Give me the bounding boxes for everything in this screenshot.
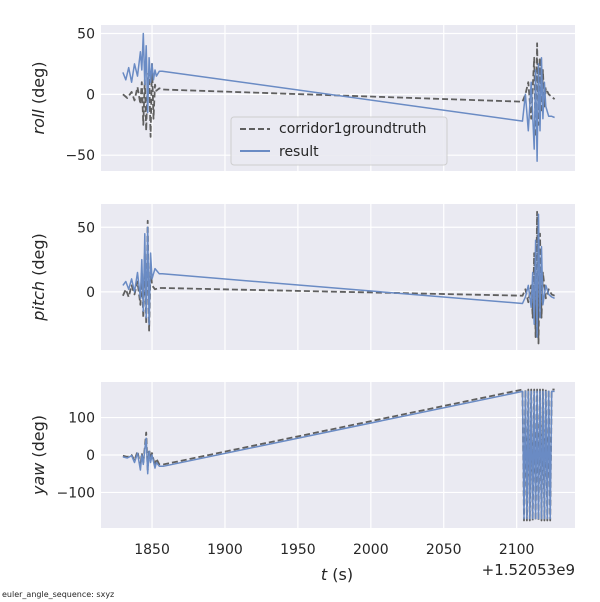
- pitch-series-groundtruth-line: [122, 210, 555, 345]
- yaw-subplot: 100 0 −100 yaw (deg) 1850 1900 1950 2000 2050 210…: [29, 382, 575, 558]
- x-tick-label: 2050: [426, 542, 462, 558]
- y-axis-label-symbol: pitch: [29, 281, 48, 322]
- x-tick-label: 2100: [499, 542, 535, 558]
- x-axis-offset-label: +1.52053e9: [482, 561, 575, 579]
- y-axis-label-unit: (deg): [29, 415, 48, 463]
- y-tick-label: 50: [77, 220, 95, 236]
- y-axis-label-unit: (deg): [29, 233, 48, 281]
- legend: corridor1groundtruth result: [230, 116, 448, 166]
- x-tick-label: 1950: [280, 542, 316, 558]
- shared-x-axis: t (s) +1.52053e9: [321, 561, 575, 584]
- legend-label-groundtruth: corridor1groundtruth: [279, 121, 427, 137]
- pitch-y-axis-label: pitch (deg): [29, 233, 48, 322]
- x-axis-label-symbol: t: [321, 565, 328, 584]
- pitch-series-result-line: [122, 213, 555, 338]
- y-tick-label: 0: [86, 285, 95, 301]
- y-tick-label: −50: [65, 148, 95, 164]
- euler-sequence-note: euler_angle_sequence: sxyz: [2, 590, 115, 599]
- y-tick-label: 0: [86, 448, 95, 464]
- pitch-subplot: 50 0 pitch (deg): [29, 204, 575, 350]
- x-axis-label-unit: (s): [327, 565, 353, 584]
- y-axis-label-unit: (deg): [29, 62, 48, 110]
- roll-series-result-line: [122, 32, 555, 163]
- y-tick-label: 0: [86, 87, 95, 103]
- pitch-plot-area: [101, 204, 575, 350]
- yaw-series-result-line: [122, 390, 555, 520]
- legend-box: [230, 116, 448, 166]
- yaw-y-axis-label: yaw (deg): [29, 415, 48, 496]
- roll-y-axis-label: roll (deg): [29, 62, 48, 135]
- y-axis-label-symbol: yaw: [29, 462, 48, 496]
- x-tick-label: 1850: [134, 542, 170, 558]
- y-tick-label: −100: [57, 485, 95, 501]
- x-tick-label: 2000: [353, 542, 389, 558]
- x-tick-label: 1900: [207, 542, 243, 558]
- x-axis-label: t (s): [321, 565, 353, 584]
- y-tick-label: 100: [68, 411, 95, 427]
- y-tick-label: 50: [77, 27, 95, 43]
- y-axis-label-symbol: roll: [29, 109, 48, 135]
- legend-label-result: result: [279, 144, 319, 160]
- subplots: 50 0 −50 roll (deg) 50 0 pitch (deg) 100 0 −100 ya…: [29, 25, 575, 558]
